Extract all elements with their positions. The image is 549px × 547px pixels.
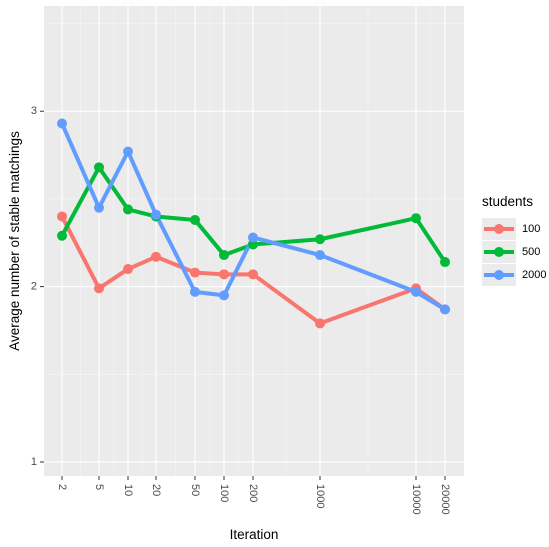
data-point-2000 bbox=[315, 250, 325, 261]
data-point-100 bbox=[315, 318, 325, 329]
data-point-500 bbox=[411, 213, 421, 224]
data-point-100 bbox=[219, 269, 229, 280]
data-point-500 bbox=[94, 162, 104, 173]
series-line-2000 bbox=[60, 122, 447, 312]
data-point-100 bbox=[57, 211, 67, 222]
legend-label: 500 bbox=[522, 246, 540, 258]
x-tick-label: 10 bbox=[122, 484, 134, 496]
data-point-2000 bbox=[248, 232, 258, 243]
x-axis-title: Iteration bbox=[230, 527, 279, 542]
series-line-500 bbox=[60, 165, 447, 264]
series-layer bbox=[57, 118, 450, 329]
y-tick-labels: 1 2 3 bbox=[31, 105, 37, 468]
data-point-500 bbox=[57, 230, 67, 241]
data-point-2000 bbox=[411, 286, 421, 297]
data-point-2000 bbox=[151, 209, 161, 220]
legend-key-point bbox=[494, 270, 504, 280]
data-point-500 bbox=[315, 234, 325, 245]
x-tick-label: 2 bbox=[56, 484, 68, 490]
data-point-2000 bbox=[190, 286, 200, 297]
data-point-2000 bbox=[219, 290, 229, 301]
x-tick-label: 1000 bbox=[314, 484, 326, 508]
grid-major bbox=[44, 6, 464, 476]
data-point-500 bbox=[440, 257, 450, 268]
legend: students 100 500 2000 bbox=[482, 194, 546, 286]
series-line-100 bbox=[60, 215, 447, 326]
x-tick-label: 20 bbox=[150, 484, 162, 496]
x-tick-label: 50 bbox=[189, 484, 201, 496]
y-tick-label: 2 bbox=[31, 281, 37, 293]
data-point-100 bbox=[151, 251, 161, 262]
legend-label: 2000 bbox=[522, 269, 546, 281]
data-point-2000 bbox=[440, 304, 450, 315]
data-point-500 bbox=[190, 214, 200, 225]
x-tick-label: 20000 bbox=[439, 484, 451, 515]
y-tick-label: 3 bbox=[31, 105, 37, 117]
x-tick-label: 200 bbox=[247, 484, 259, 502]
x-tick-label: 100 bbox=[218, 484, 230, 502]
axis-ticks bbox=[40, 110, 446, 480]
data-point-2000 bbox=[57, 118, 67, 129]
y-tick-label: 1 bbox=[31, 456, 37, 468]
x-tick-label: 5 bbox=[93, 484, 105, 490]
legend-key-point bbox=[494, 247, 504, 257]
data-point-500 bbox=[248, 239, 258, 250]
data-point-100 bbox=[248, 269, 258, 280]
data-point-500 bbox=[219, 250, 229, 261]
y-axis-title: Average number of stable matchings bbox=[7, 131, 22, 351]
grid-minor bbox=[44, 6, 464, 476]
legend-key-point bbox=[494, 224, 504, 234]
legend-title: students bbox=[482, 194, 533, 209]
x-tick-label: 10000 bbox=[410, 484, 422, 515]
data-point-100 bbox=[94, 283, 104, 294]
legend-label: 100 bbox=[522, 223, 540, 235]
data-point-100 bbox=[123, 264, 133, 275]
x-tick-labels: 2 5 10 20 50 100 200 1000 10000 20000 bbox=[56, 484, 451, 515]
data-point-2000 bbox=[94, 202, 104, 213]
data-point-2000 bbox=[123, 146, 133, 157]
data-point-500 bbox=[123, 204, 133, 215]
data-point-100 bbox=[190, 267, 200, 278]
